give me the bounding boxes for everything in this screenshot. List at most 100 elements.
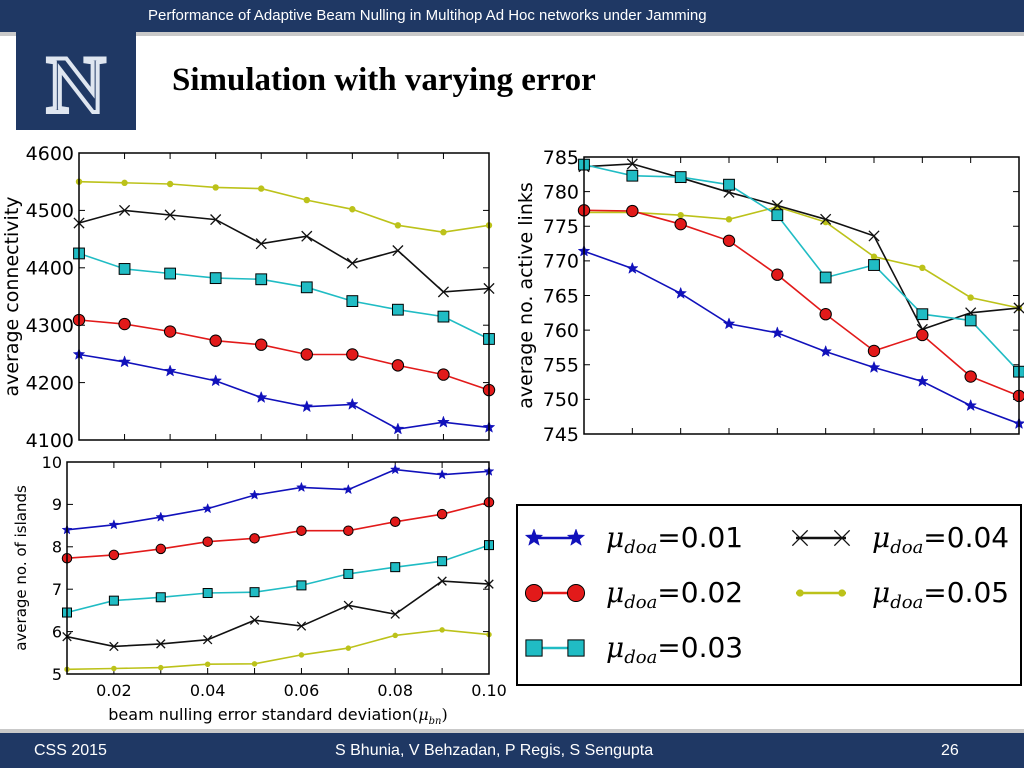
data-point [870, 253, 878, 260]
data-point [389, 516, 401, 528]
data-point [392, 632, 398, 639]
legend-marker [525, 639, 543, 657]
marker-x-stroke [156, 639, 166, 649]
data-point [916, 308, 929, 321]
y-tick-label: 770 [543, 251, 579, 273]
data-point [725, 216, 733, 223]
data-point [437, 310, 450, 323]
data-point [437, 556, 448, 567]
y-axis-label: average no. active links [515, 182, 537, 409]
data-point [156, 639, 166, 649]
data-point [155, 592, 166, 603]
data-point [771, 199, 783, 212]
data-point [626, 204, 639, 218]
series-line [78, 209, 490, 293]
data-point [967, 294, 974, 301]
data-point [819, 307, 832, 321]
series-line [583, 209, 1020, 397]
y-axis-label: average no. of islands [12, 485, 30, 651]
data-point [296, 580, 307, 591]
data-point [251, 661, 258, 667]
legend-entry-0.03: μdoa=0.03 [525, 631, 743, 668]
data-point [436, 508, 448, 520]
data-point [867, 344, 881, 358]
data-point [771, 209, 784, 222]
legend-value: 0.01 [681, 521, 743, 554]
marker-x-stroke [296, 621, 307, 631]
data-point [163, 325, 177, 338]
y-tick-label: 760 [543, 320, 579, 342]
data-point [916, 328, 929, 342]
series-line [66, 501, 490, 559]
x-tick-label: 0.02 [96, 681, 132, 700]
data-point [915, 374, 929, 387]
plot-frame [66, 461, 490, 675]
data-point [391, 359, 405, 372]
data-point [343, 600, 354, 611]
legend-marker [566, 583, 586, 603]
data-point [674, 286, 688, 299]
data-point [118, 355, 131, 368]
legend-marker [838, 589, 846, 597]
legend-equals: = [657, 521, 680, 554]
series-line [584, 206, 1020, 309]
plot-area [584, 157, 1019, 434]
plot-frame [583, 156, 1020, 435]
marker-x-stroke [255, 238, 267, 250]
data-point [121, 179, 128, 187]
legend-label: μdoa=0.05 [872, 576, 1009, 613]
data-point [343, 525, 354, 536]
data-point [674, 217, 687, 231]
data-point [204, 661, 211, 667]
legend-marker [791, 529, 809, 547]
data-point [391, 422, 405, 435]
data-point [254, 390, 268, 403]
y-tick-label: 7 [52, 580, 62, 599]
data-point [163, 364, 177, 377]
university-logo: N [16, 32, 136, 132]
legend-label: μdoa=0.02 [606, 576, 743, 613]
logo-letter: N [46, 39, 105, 130]
series-0.05 [75, 178, 493, 236]
legend-subscript: doa [624, 647, 657, 668]
legend-label: μdoa=0.03 [606, 631, 743, 668]
data-point [722, 234, 736, 247]
data-point [303, 196, 310, 204]
x-axis-label-symbol: μ [418, 705, 428, 724]
x-axis-label-subscript: bn [429, 716, 442, 727]
marker-x-stroke [820, 213, 832, 225]
marker-x-stroke [210, 214, 222, 226]
data-point [255, 338, 268, 351]
data-point [108, 519, 120, 530]
y-tick-label: 6 [52, 622, 62, 641]
footer-conference: CSS 2015 [34, 742, 107, 759]
legend-marker [796, 589, 804, 597]
series-0.02 [72, 313, 496, 397]
data-point [298, 652, 305, 658]
data-point [209, 334, 222, 347]
data-point [389, 463, 401, 475]
y-tick-label: 775 [543, 216, 579, 238]
marker-x-stroke [771, 199, 783, 212]
y-tick-label: 765 [543, 285, 579, 307]
footer-page-number: 26 [941, 742, 959, 759]
marker-x-stroke [202, 634, 213, 645]
footer-bar: CSS 2015 S Bhunia, V Behzadan, P Regis, … [0, 729, 1024, 768]
legend-subscript: doa [890, 592, 923, 613]
y-tick-label: 755 [543, 355, 579, 377]
header-stripe [0, 32, 1024, 36]
header-bar [0, 0, 1024, 36]
marker-x-stroke [249, 615, 260, 625]
legend-symbol: μ [606, 631, 624, 664]
marker-x-stroke [791, 529, 809, 547]
data-point [202, 634, 213, 645]
data-point [300, 348, 313, 361]
y-tick-label: 4500 [26, 200, 74, 222]
data-point [677, 211, 684, 219]
marker-x-stroke [343, 600, 354, 611]
legend-value: 0.04 [947, 521, 1009, 554]
data-point [209, 272, 222, 285]
data-point [626, 169, 639, 182]
legend-symbol: μ [606, 576, 624, 609]
